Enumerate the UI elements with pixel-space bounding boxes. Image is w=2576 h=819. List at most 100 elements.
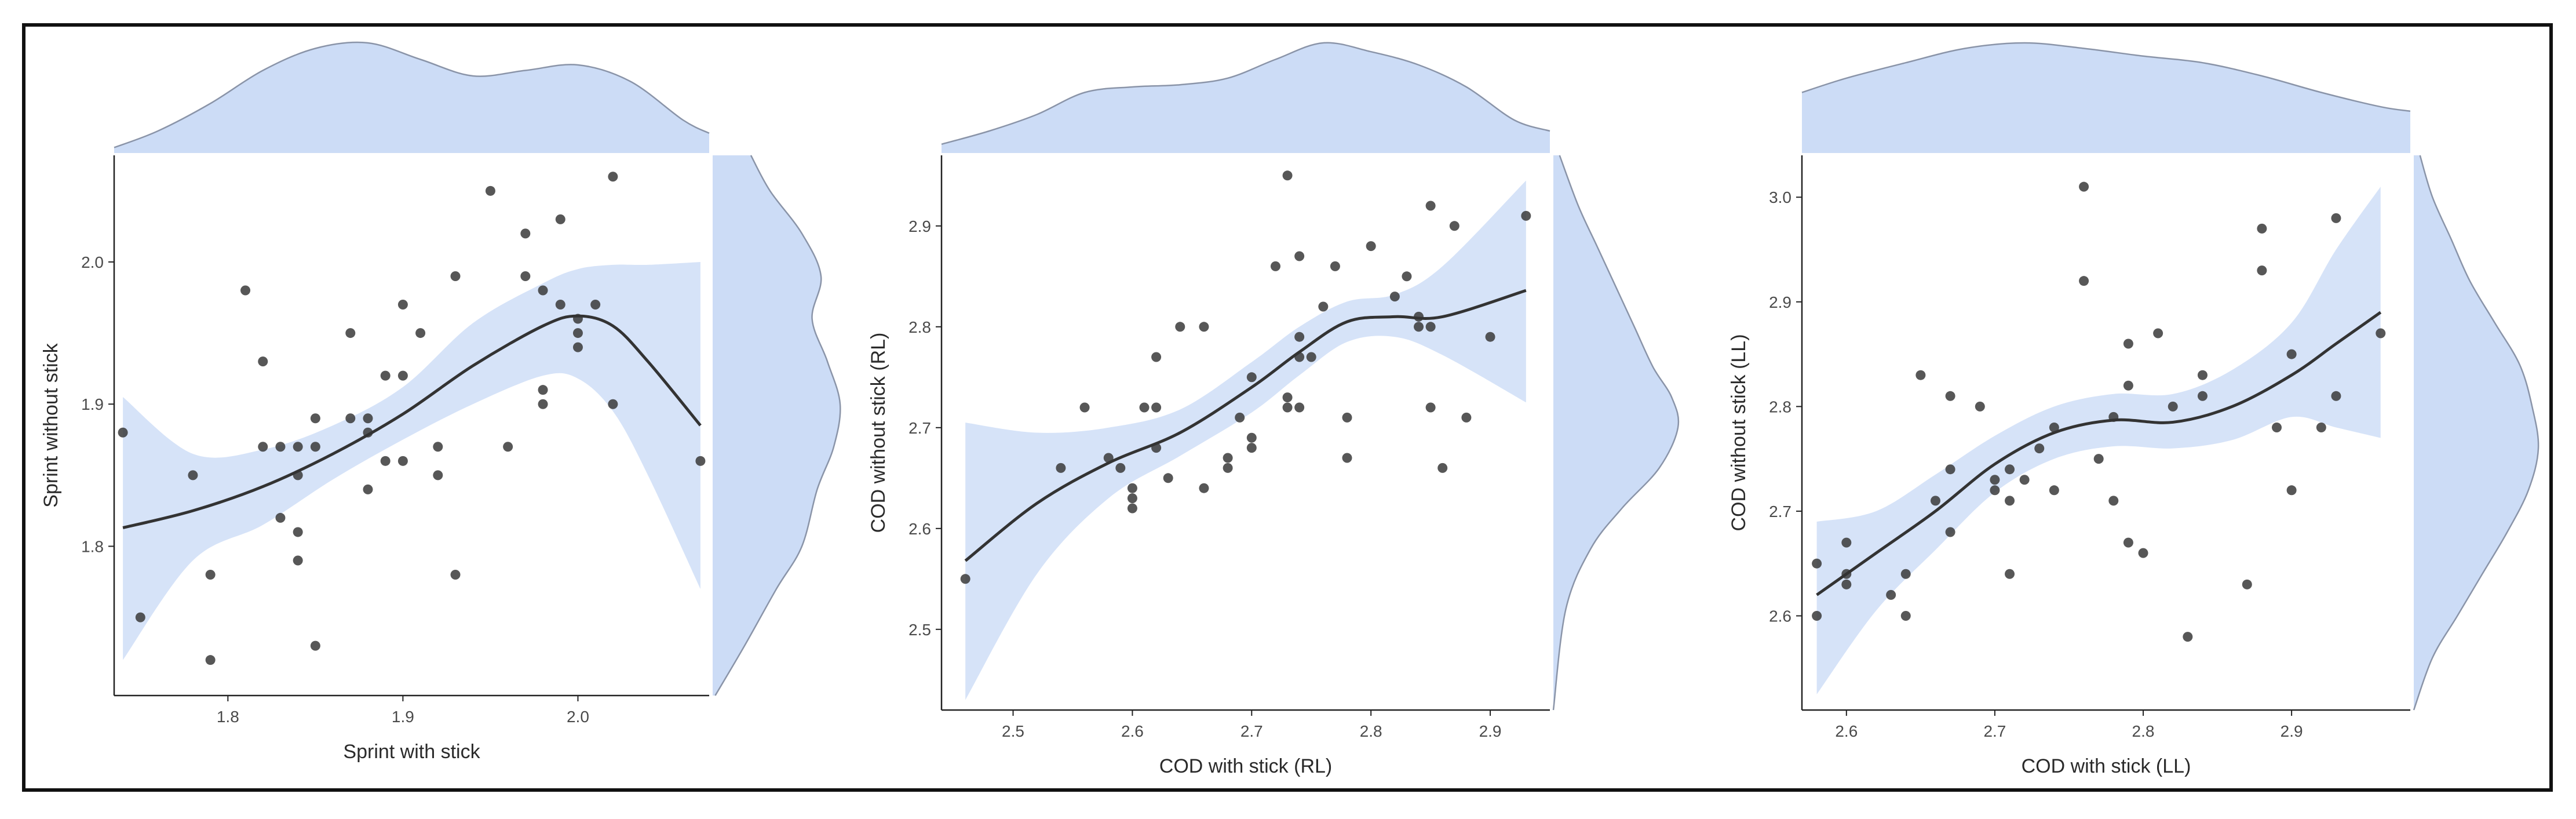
x-marginal-density-fill [942,42,1550,153]
data-point [310,640,320,651]
x-tick-label: 2.7 [1240,722,1263,740]
data-point [1306,352,1316,362]
y-tick-label: 2.6 [908,520,931,538]
data-point [345,413,356,424]
data-point [1079,402,1090,413]
data-point [538,385,548,395]
data-point [1521,210,1531,221]
figure-frame [22,23,2553,792]
y-axis-title: COD without stick (RL) [867,333,889,533]
data-point [310,413,320,424]
data-point [450,271,461,281]
data-point [1163,473,1173,483]
data-point [1246,432,1257,443]
data-point [2242,579,2252,589]
y-tick-label: 1.8 [81,537,104,555]
data-point [1886,589,1896,600]
data-point [450,570,461,580]
data-point [1975,401,1985,412]
y-marginal-density-fill [2414,155,2539,710]
y-marginal-density-fill [713,155,841,696]
data-point [1945,464,1955,475]
data-point [240,285,251,296]
data-point [1246,372,1257,383]
data-point [1127,493,1137,504]
x-axis-title: COD with stick (RL) [1159,755,1332,777]
y-tick-label: 2.8 [1769,398,1791,416]
data-point [1282,170,1293,181]
data-point [135,612,145,623]
data-point [2153,328,2163,338]
data-point [397,370,408,381]
data-point [2123,537,2133,548]
y-marginal-density-fill [1553,155,1679,710]
confidence-band [965,180,1526,700]
x-marginal-density-fill [114,42,709,153]
data-point [1449,221,1460,231]
data-point [2019,475,2030,485]
data-point [1330,261,1340,271]
data-point [1139,402,1150,413]
y-marginal-density-curve [2413,155,2539,711]
y-tick-label: 2.6 [1769,607,1791,625]
data-point [433,442,443,452]
x-tick-label: 2.8 [1360,722,1382,740]
data-point [1270,261,1280,271]
y-tick-label: 2.7 [908,419,931,437]
y-axis-title: Sprint without stick [40,343,62,507]
data-point [520,271,531,281]
x-tick-label: 1.9 [392,708,414,726]
data-point [1246,443,1257,453]
y-tick-label: 3.0 [1769,188,1791,206]
joint-plot-2: 2.5 2.6 2.7 2.8 2.9 2.5 2.6 2.7 2.8 2.9 COD with s… [867,42,1680,777]
data-point [1294,332,1305,342]
data-point [2197,370,2208,380]
data-point [2272,422,2282,432]
joint-plot-1: 1.8 1.9 2.0 1.8 1.9 2.0 Sprint with stick Sprin… [40,41,841,763]
data-point [590,300,601,310]
data-point [485,185,495,196]
data-point [2257,265,2267,276]
data-point [1175,322,1185,332]
data-point [345,328,356,338]
data-point [2005,464,2015,475]
data-point [1294,402,1305,413]
data-point [2331,391,2341,401]
data-point [1461,412,1472,423]
y-axis-title: COD without stick (LL) [1728,334,1750,531]
data-point [363,413,373,424]
data-point [2123,380,2133,391]
data-point [608,399,618,409]
y-tick-label: 1.9 [81,395,104,413]
data-point [1930,496,1940,506]
data-point [310,442,320,452]
data-point [572,328,583,338]
data-point [2286,485,2297,496]
data-point [1900,569,1911,579]
data-point [503,442,513,452]
x-tick-label: 2.9 [1479,722,1502,740]
smooth-fit-line [122,314,702,530]
data-point [188,470,198,481]
data-point [1056,463,1066,473]
data-point [205,655,216,665]
data-point [433,470,443,481]
x-tick-label: 1.8 [217,708,239,726]
y-tick-label: 2.9 [908,217,931,235]
data-point [1945,527,1955,537]
data-point [2034,443,2045,454]
data-point [2286,349,2297,359]
data-point [397,456,408,466]
x-axis-title: COD with stick (LL) [2022,755,2191,777]
data-point [397,300,408,310]
data-point [2005,569,2015,579]
data-point [1235,412,1245,423]
data-point [555,300,565,310]
y-tick-label: 2.5 [908,621,931,639]
data-point [1282,392,1293,403]
data-point [2376,328,2386,338]
data-point [1127,503,1137,514]
data-point [275,442,286,452]
data-point [1812,610,1822,621]
